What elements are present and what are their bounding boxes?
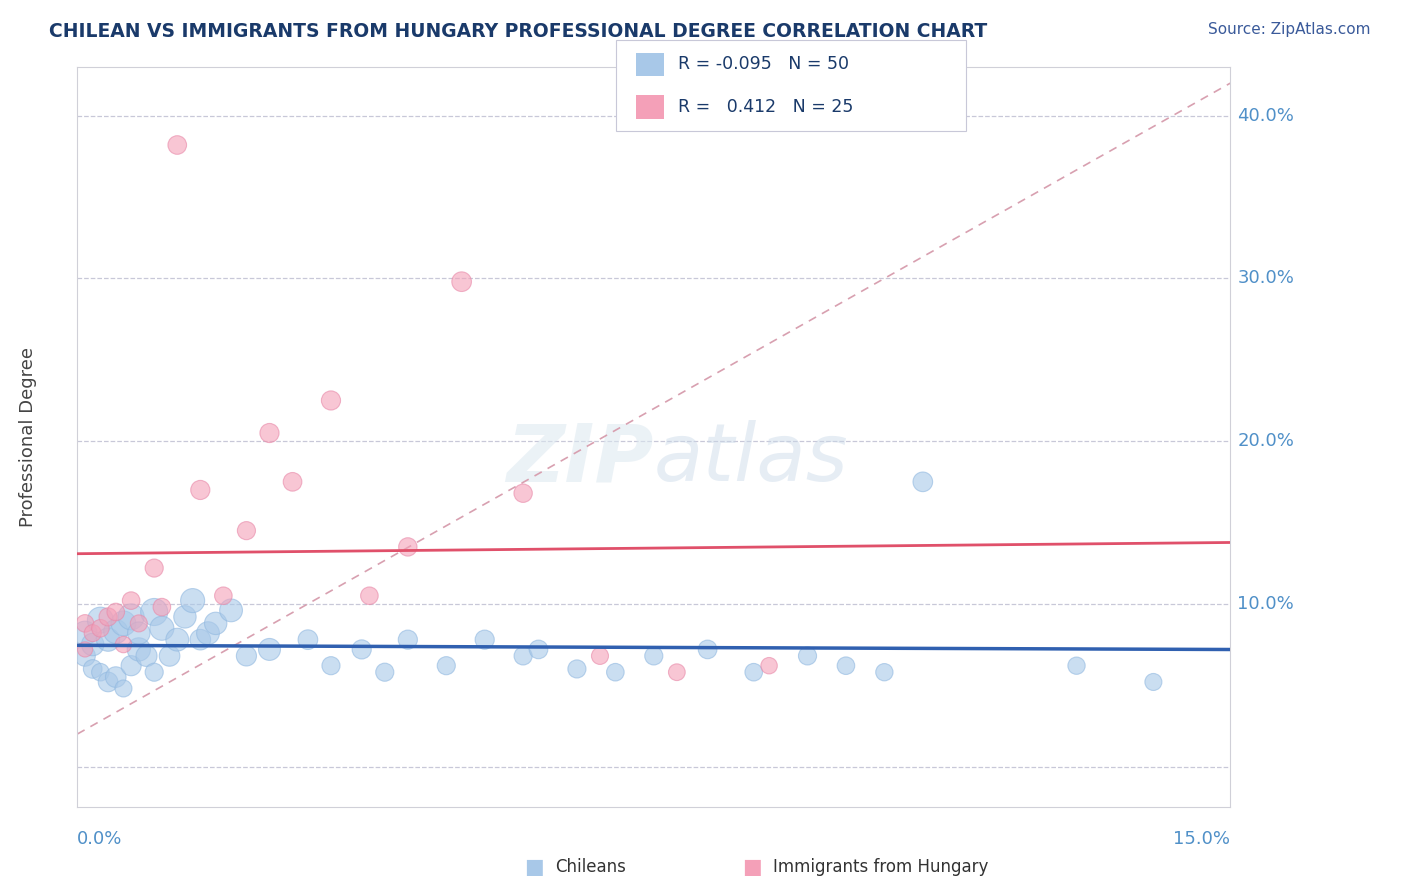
Point: [104, 605, 127, 619]
Text: 30.0%: 30.0%: [1237, 269, 1294, 287]
Point: [235, 648, 257, 663]
Point: [197, 626, 219, 640]
Point: [873, 665, 896, 680]
Point: [135, 648, 157, 663]
Point: [758, 658, 780, 673]
Text: ■: ■: [742, 857, 762, 877]
Point: [143, 665, 166, 680]
Point: [319, 658, 342, 673]
Point: [1066, 658, 1088, 673]
Point: [665, 665, 688, 680]
Point: [73, 616, 96, 631]
Text: atlas: atlas: [654, 420, 849, 499]
Text: 40.0%: 40.0%: [1237, 107, 1294, 125]
Text: ZIP: ZIP: [506, 420, 654, 499]
Point: [796, 648, 818, 663]
Point: [219, 603, 242, 617]
Point: [742, 665, 765, 680]
Point: [120, 658, 142, 673]
Point: [82, 626, 104, 640]
Point: [589, 648, 612, 663]
Text: 15.0%: 15.0%: [1173, 830, 1230, 847]
Text: Chileans: Chileans: [555, 858, 626, 876]
Point: [159, 648, 181, 663]
Text: Professional Degree: Professional Degree: [20, 347, 37, 527]
Point: [73, 648, 96, 663]
Point: [143, 605, 166, 619]
Text: 20.0%: 20.0%: [1237, 432, 1294, 450]
Point: [565, 662, 588, 676]
Point: [174, 610, 197, 624]
Point: [89, 665, 111, 680]
Point: [73, 642, 96, 657]
Point: [104, 624, 127, 639]
Text: Source: ZipAtlas.com: Source: ZipAtlas.com: [1208, 22, 1371, 37]
Point: [166, 138, 188, 153]
Point: [212, 589, 235, 603]
Point: [150, 621, 173, 635]
Point: [474, 632, 496, 647]
Point: [104, 670, 127, 684]
Text: 0.0%: 0.0%: [77, 830, 122, 847]
Point: [82, 662, 104, 676]
Point: [120, 593, 142, 607]
Point: [143, 561, 166, 575]
Point: [188, 483, 211, 497]
Point: [97, 610, 120, 624]
Point: [396, 632, 419, 647]
Point: [359, 589, 381, 603]
Point: [450, 275, 472, 289]
Point: [82, 638, 104, 652]
Text: R =   0.412   N = 25: R = 0.412 N = 25: [678, 98, 853, 116]
Point: [281, 475, 304, 489]
Point: [605, 665, 627, 680]
Point: [911, 475, 934, 489]
Point: [166, 632, 188, 647]
Point: [297, 632, 319, 647]
Text: CHILEAN VS IMMIGRANTS FROM HUNGARY PROFESSIONAL DEGREE CORRELATION CHART: CHILEAN VS IMMIGRANTS FROM HUNGARY PROFE…: [49, 22, 987, 41]
Point: [112, 681, 135, 696]
Text: 10.0%: 10.0%: [1237, 595, 1294, 613]
Point: [112, 616, 135, 631]
Point: [527, 642, 550, 657]
Point: [188, 632, 211, 647]
Point: [696, 642, 718, 657]
Point: [235, 524, 257, 538]
Point: [128, 626, 150, 640]
Point: [204, 616, 226, 631]
Point: [396, 540, 419, 554]
Point: [374, 665, 396, 680]
Point: [112, 638, 135, 652]
Point: [512, 648, 534, 663]
Point: [350, 642, 373, 657]
Point: [128, 616, 150, 631]
Point: [512, 486, 534, 500]
Text: ■: ■: [524, 857, 544, 877]
Text: R = -0.095   N = 50: R = -0.095 N = 50: [678, 55, 849, 73]
Point: [73, 626, 96, 640]
Point: [150, 600, 173, 615]
Point: [97, 675, 120, 690]
Point: [835, 658, 858, 673]
Point: [259, 642, 281, 657]
Point: [319, 393, 342, 408]
Point: [97, 632, 120, 647]
Point: [128, 642, 150, 657]
Text: Immigrants from Hungary: Immigrants from Hungary: [773, 858, 988, 876]
Point: [89, 621, 111, 635]
Point: [434, 658, 457, 673]
Point: [259, 425, 281, 440]
Point: [643, 648, 665, 663]
Point: [181, 593, 204, 607]
Point: [89, 613, 111, 627]
Point: [120, 610, 142, 624]
Point: [1142, 675, 1164, 690]
